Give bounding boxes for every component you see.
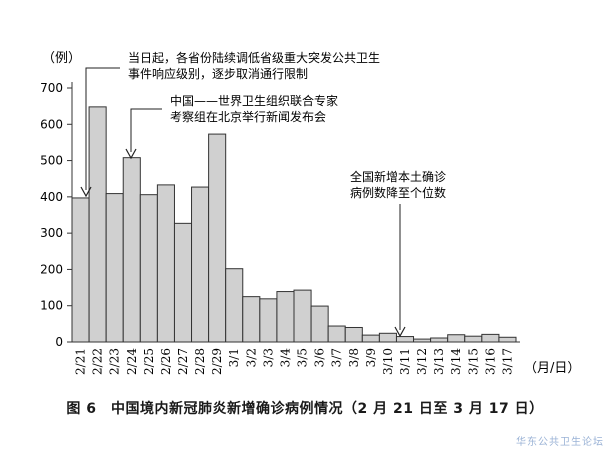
y-tick-label: 600 [40,117,63,131]
x-tick-label: 3/16 [483,348,497,375]
annotation-text: 考察组在北京举行新闻发布会 [170,109,326,124]
x-tick-label: 3/2 [244,348,258,367]
bar-2-23 [105,193,124,343]
x-tick-label: 3/6 [313,348,327,367]
bar-3-11 [395,336,415,343]
bar-2-21 [71,197,90,343]
annotation-text: 病例数降至个位数 [350,185,446,200]
x-tick-label: 3/17 [500,348,514,375]
x-axis-label: （月/日） [524,361,580,376]
x-tick-label: 2/23 [108,348,122,375]
annotation-text: 事件响应级别，逐步取消通行限制 [128,66,308,81]
x-tick-label: 2/25 [142,348,156,375]
annotation-leader [85,67,120,190]
annotation-leader [130,108,162,152]
bar-3-8 [344,326,363,343]
watermark: 华东公共卫生论坛 [516,437,604,448]
bar-2-22 [88,106,107,343]
x-tick-label: 3/15 [466,348,480,375]
bar-3-1 [225,268,244,343]
bar-3-17 [498,336,517,343]
x-tick-label: 2/27 [176,348,190,375]
x-tick-label: 3/9 [364,348,378,367]
bar-2-26 [156,184,175,343]
annotation-text: 当日起，各省份陆续调低省级重大突发公共卫生 [128,50,380,65]
bar-2-27 [173,222,193,343]
x-tick-label: 3/13 [432,348,446,375]
x-tick-label: 2/26 [159,348,173,375]
annotation-text: 全国新增本土确诊 [350,169,446,184]
x-tick-label: 2/24 [125,348,139,375]
bar-3-6 [310,305,329,343]
bar-3-10 [378,332,397,343]
y-tick-label: 300 [40,226,63,240]
x-tick-label: 3/10 [381,348,395,375]
x-tick-label: 2/28 [193,348,207,375]
y-tick-label: 700 [40,81,63,95]
x-tick-label: 3/7 [330,348,344,367]
y-tick-label: 0 [55,335,63,349]
bar-3-14 [447,334,466,343]
bar-3-15 [464,335,483,343]
bar-2-24 [122,157,141,343]
x-tick-label: 3/1 [227,348,241,367]
y-tick-label: 400 [40,190,63,204]
bar-3-9 [361,334,380,343]
bar-3-4 [276,291,295,343]
y-tick-label: 500 [40,154,63,168]
x-tick-label: 2/22 [91,348,105,375]
annotation-arrowhead [125,148,137,160]
annotation-arrowhead [394,326,406,338]
bar-3-2 [242,296,261,343]
x-tick-label: 3/11 [398,348,412,375]
bar-2-29 [208,133,227,343]
annotation-arrowhead [80,186,92,198]
figure-caption: 图 6 中国境内新冠肺炎新增确诊病例情况（2 月 21 日至 3 月 17 日） [66,401,544,417]
annotation-text: 中国——世界卫生组织联合专家 [170,93,338,108]
bar-2-28 [191,186,210,343]
y-tick-label: 100 [40,299,63,313]
x-tick-label: 2/29 [210,348,224,375]
x-tick-label: 3/5 [296,348,310,367]
x-tick-label: 3/3 [261,348,275,367]
bar-3-3 [259,298,278,343]
x-tick-label: 3/8 [347,348,361,367]
x-tick-label: 2/21 [74,348,88,375]
x-tick-label: 3/4 [278,348,292,368]
bar-3-5 [293,289,312,343]
x-tick-label: 3/14 [449,348,463,375]
x-tick-label: 3/12 [415,348,429,375]
bar-2-25 [139,194,158,343]
bar-3-13 [430,337,449,343]
bar-3-16 [481,333,500,343]
y-axis-label: （例） [42,51,81,66]
y-tick-label: 200 [40,262,63,276]
bar-3-7 [327,325,346,343]
